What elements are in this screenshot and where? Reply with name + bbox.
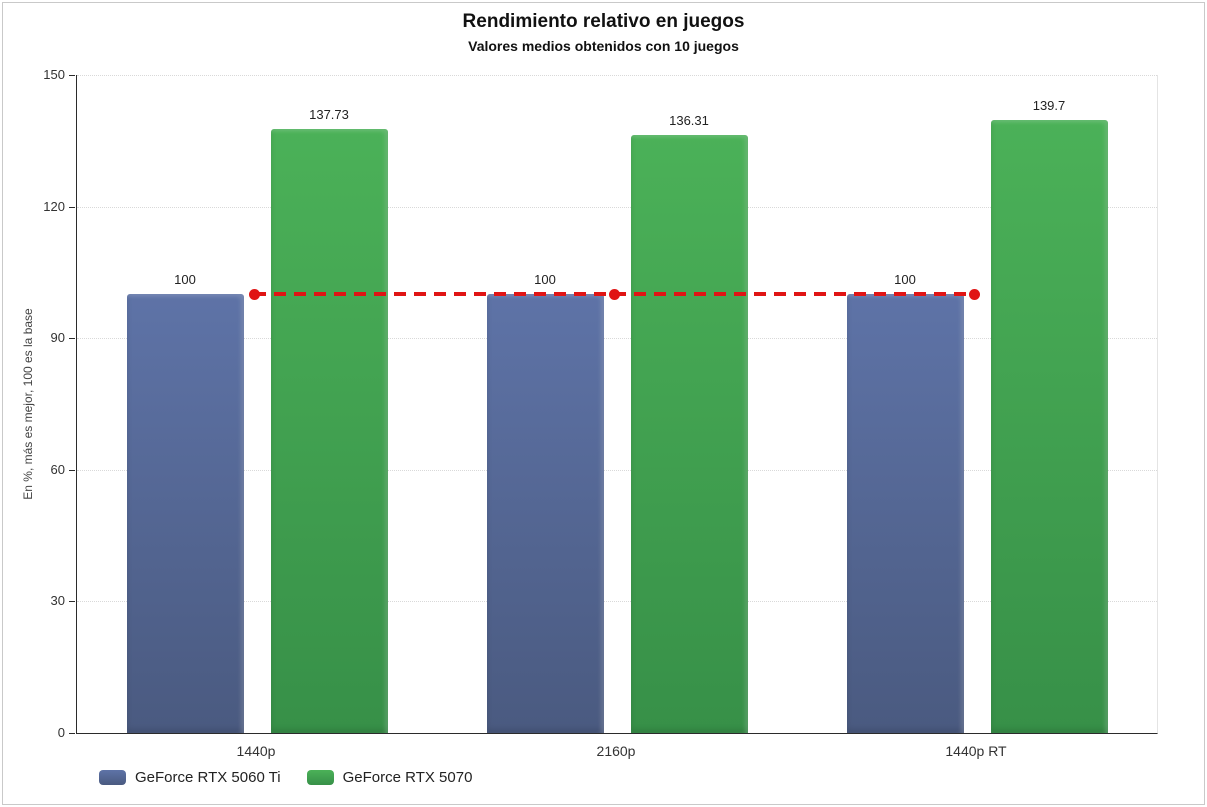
x-category-label: 1440p RT — [945, 743, 1007, 759]
bar-value-label: 100 — [174, 272, 196, 288]
baseline-marker — [968, 288, 980, 300]
bar-rtx-5060ti — [846, 294, 964, 733]
chart-title: Rendimiento relativo en juegos — [462, 11, 745, 32]
y-tick-label: 120 — [43, 198, 65, 214]
bar-value-label: 100 — [894, 272, 916, 288]
baseline-marker — [608, 288, 620, 300]
y-gridline — [77, 75, 1157, 76]
legend-swatch-icon — [306, 770, 334, 785]
y-gridline — [77, 206, 1157, 208]
chart-subtitle: Valores medios obtenidos con 10 juegos — [468, 38, 739, 54]
y-tick-label: 0 — [57, 725, 65, 740]
y-gridline — [77, 338, 1157, 340]
y-tick-mark — [69, 733, 75, 734]
legend-label: GeForce RTX 5060 Ti — [135, 769, 281, 786]
legend-label: GeForce RTX 5070 — [342, 769, 473, 786]
y-tick-mark — [69, 338, 75, 340]
legend-item-rtx-5070: GeForce RTX 5070 — [306, 769, 473, 786]
bar-rtx-5070 — [270, 128, 388, 733]
y-tick-mark — [69, 75, 75, 76]
baseline-marker — [248, 288, 260, 300]
legend-swatch-icon — [99, 770, 126, 785]
y-tick-mark — [69, 469, 75, 471]
bar-rtx-5070 — [630, 135, 748, 733]
bar-rtx-5060ti — [126, 294, 244, 733]
bar-value-label: 136.31 — [669, 113, 709, 129]
bar-value-label: 100 — [534, 272, 556, 288]
x-category-label: 1440p — [236, 743, 276, 759]
bar-rtx-5070 — [990, 120, 1108, 733]
legend-item-rtx-5060ti: GeForce RTX 5060 Ti — [99, 769, 281, 786]
y-gridline — [77, 469, 1157, 471]
y-gridline — [77, 601, 1157, 603]
plot-area: 100 137.73 100 136.31 100 139.7 — [76, 75, 1158, 734]
bar-rtx-5060ti — [486, 294, 604, 733]
legend: GeForce RTX 5060 Ti GeForce RTX 5070 — [99, 769, 472, 786]
bar-value-label: 137.73 — [309, 106, 349, 122]
x-category-label: 2160p — [596, 743, 636, 759]
y-tick-label: 60 — [50, 461, 65, 477]
y-tick-label: 150 — [43, 67, 65, 82]
y-tick-label: 30 — [50, 593, 65, 609]
y-tick-mark — [69, 206, 75, 208]
bar-value-label: 139.7 — [1032, 98, 1066, 114]
y-tick-label: 90 — [50, 330, 65, 346]
y-tick-mark — [69, 601, 75, 603]
